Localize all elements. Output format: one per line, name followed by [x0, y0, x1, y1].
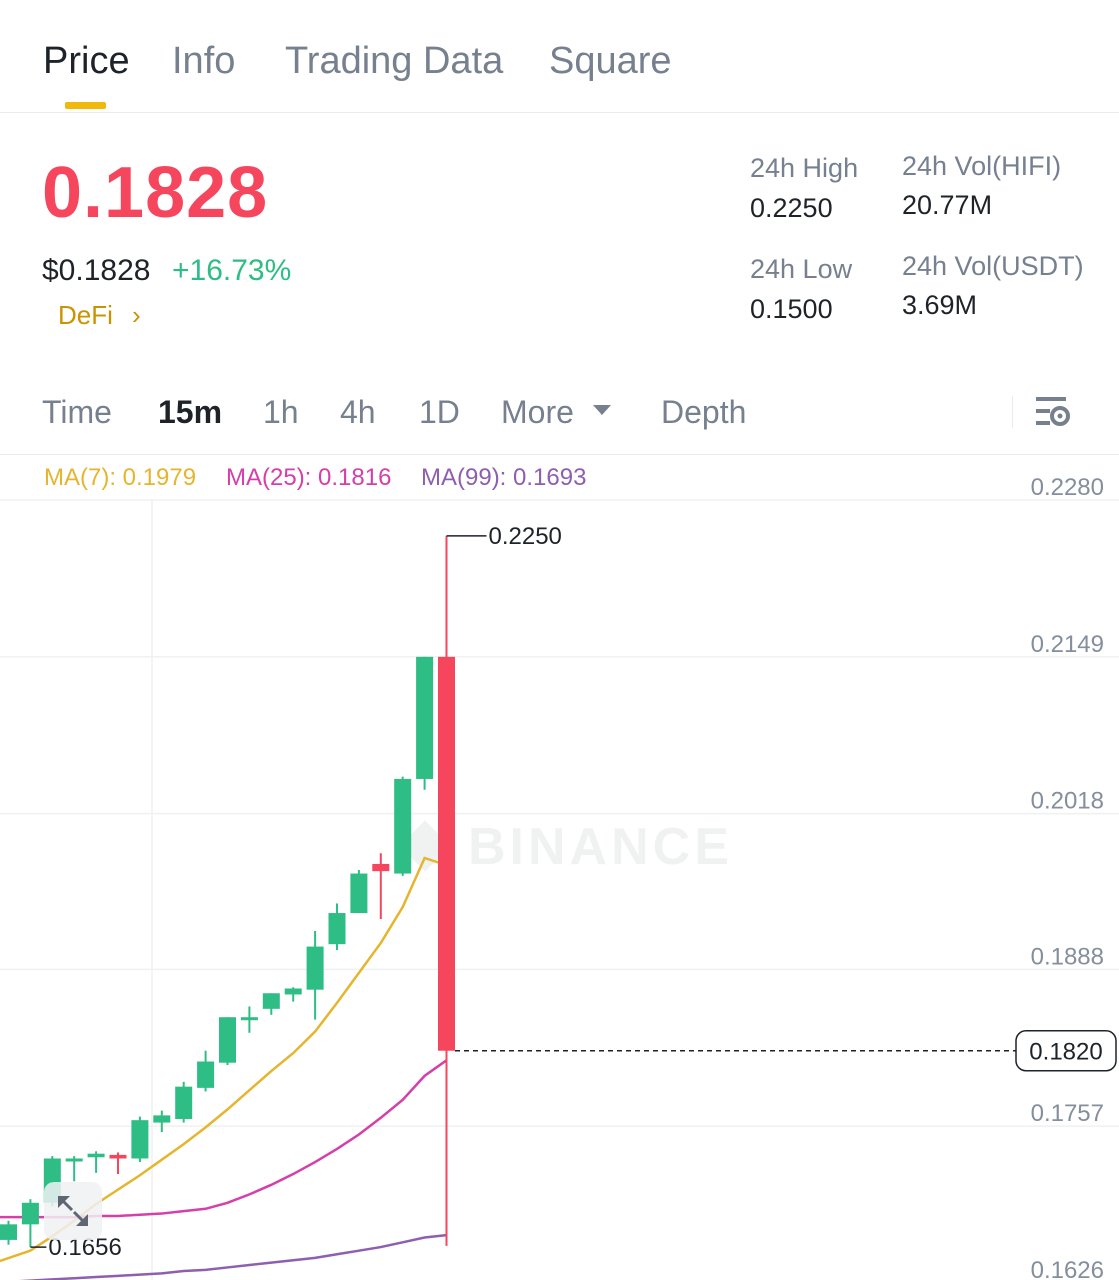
candle-body [350, 873, 368, 914]
vol-base-label: 24h Vol(HIFI) [902, 151, 1062, 181]
binance-watermark: BINANCE [399, 818, 733, 876]
tab-price[interactable]: Price [43, 40, 130, 82]
candle [350, 869, 368, 914]
candle [372, 853, 390, 920]
sector-tag-link[interactable]: DeFi [58, 300, 113, 330]
candle-body [219, 1017, 236, 1063]
expand-button[interactable] [44, 1182, 102, 1240]
watermark-text: BINANCE [468, 818, 733, 876]
caret-down-icon [592, 405, 611, 415]
chart-settings-icon[interactable] [1034, 394, 1072, 430]
candle-body [284, 988, 302, 995]
candle [219, 1017, 236, 1066]
high-label: 24h High [750, 153, 859, 183]
tab-depth[interactable]: Depth [661, 394, 747, 430]
active-tab-indicator [65, 102, 106, 109]
candle-body [175, 1086, 193, 1119]
last-price: 0.1828 [42, 153, 269, 233]
candle [87, 1151, 105, 1173]
candle [328, 903, 346, 951]
usd-price: $0.1828 [42, 254, 151, 287]
candle-body [328, 913, 346, 945]
candle-body [153, 1115, 171, 1123]
candle [21, 1199, 39, 1248]
interval-15m[interactable]: 15m [158, 394, 223, 430]
candle-body [262, 993, 280, 1009]
candle [240, 1006, 258, 1033]
interval-time[interactable]: Time [42, 394, 112, 430]
price-change-percent: +16.73% [172, 254, 292, 287]
current-price-label: 0.1820 [1029, 1039, 1102, 1066]
candle [306, 931, 324, 1020]
candle [175, 1081, 193, 1123]
candle [284, 987, 302, 1002]
low-value: 0.1500 [750, 294, 833, 324]
y-tick-label: 0.1757 [1031, 1100, 1104, 1127]
candle [65, 1156, 83, 1182]
divider [1012, 396, 1013, 428]
chevron-right-icon: › [132, 300, 141, 330]
vol-quote-label: 24h Vol(USDT) [902, 251, 1084, 281]
candle [153, 1110, 171, 1133]
vol-quote-value: 3.69M [902, 290, 978, 320]
interval-1h[interactable]: 1h [263, 394, 299, 430]
candle-body [438, 656, 455, 1051]
y-tick-label: 0.1626 [1031, 1257, 1104, 1280]
candle [262, 993, 280, 1015]
vol-base-value: 20.77M [902, 190, 993, 220]
ma25-legend: MA(25): 0.1816 [226, 464, 392, 491]
candle-body [109, 1154, 127, 1159]
y-tick-label: 0.2280 [1031, 474, 1104, 501]
tab-trading-data[interactable]: Trading Data [285, 40, 504, 82]
candle [131, 1116, 149, 1163]
candle-body [0, 1224, 17, 1240]
candle [0, 1220, 17, 1245]
interval-4h[interactable]: 4h [340, 394, 376, 430]
expand-arrows-icon [58, 1196, 88, 1226]
high-marker-label: 0.2250 [489, 523, 562, 550]
interval-more[interactable]: More [501, 394, 613, 431]
candle [438, 535, 455, 1246]
candle-body [394, 778, 412, 874]
candle-body [240, 1017, 258, 1021]
candle-body [87, 1153, 105, 1158]
candle-body [372, 863, 390, 872]
ma99-legend: MA(99): 0.1693 [421, 464, 587, 491]
candle [416, 656, 434, 790]
divider [0, 454, 1119, 455]
candle-body [197, 1061, 215, 1088]
low-label: 24h Low [750, 254, 853, 284]
candle [394, 776, 412, 876]
high-value: 0.2250 [750, 193, 833, 223]
y-tick-label: 0.2149 [1031, 631, 1104, 658]
candle [197, 1050, 215, 1092]
y-tick-label: 0.1888 [1031, 943, 1104, 970]
interval-1d[interactable]: 1D [419, 394, 460, 430]
ma-line-99 [18, 1233, 447, 1280]
candle [109, 1152, 127, 1175]
tab-info[interactable]: Info [172, 40, 236, 82]
divider [0, 112, 1119, 113]
candle-body [65, 1158, 83, 1162]
y-tick-label: 0.2018 [1031, 788, 1104, 815]
ma7-legend: MA(7): 0.1979 [44, 464, 197, 491]
more-label: More [501, 394, 574, 430]
current-price-box [1015, 1029, 1117, 1072]
candle-body [306, 946, 324, 990]
candle-body [416, 656, 434, 779]
candle-body [21, 1202, 39, 1225]
tab-square[interactable]: Square [549, 40, 672, 82]
candle-body [131, 1120, 149, 1159]
